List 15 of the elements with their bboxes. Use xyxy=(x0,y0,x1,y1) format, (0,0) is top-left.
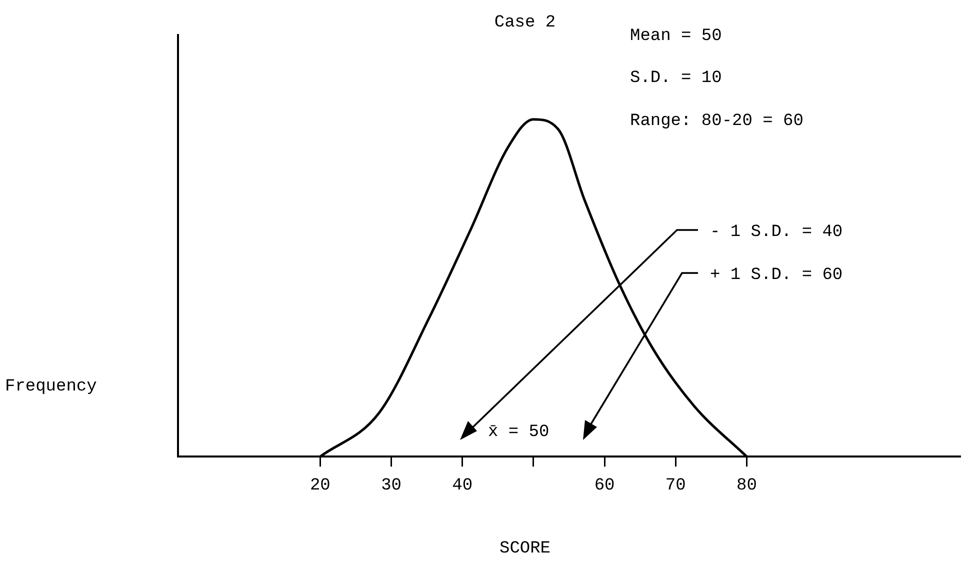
x-axis-title: SCORE xyxy=(499,540,551,558)
annotation: - 1 S.D. = 40 xyxy=(710,223,843,242)
x-tick-label: 20 xyxy=(310,476,330,496)
text: Mean = 50 xyxy=(630,27,722,46)
x-tick-label: 70 xyxy=(665,476,686,496)
annotation: Range: 80-20 = 60 xyxy=(630,112,804,131)
text: S.D. = 10 xyxy=(630,69,722,88)
y-axis-title: Frequency xyxy=(5,378,97,396)
x-tick-label: 60 xyxy=(594,476,615,496)
x-tick-label: 30 xyxy=(381,476,402,496)
x-tick-label: 80 xyxy=(736,476,757,496)
annotation: + 1 S.D. = 60 xyxy=(710,266,843,285)
annotation: x̄ = 50 xyxy=(488,423,550,442)
chart-title: Case 2 xyxy=(494,14,556,32)
x-tick-label: 40 xyxy=(452,476,473,496)
